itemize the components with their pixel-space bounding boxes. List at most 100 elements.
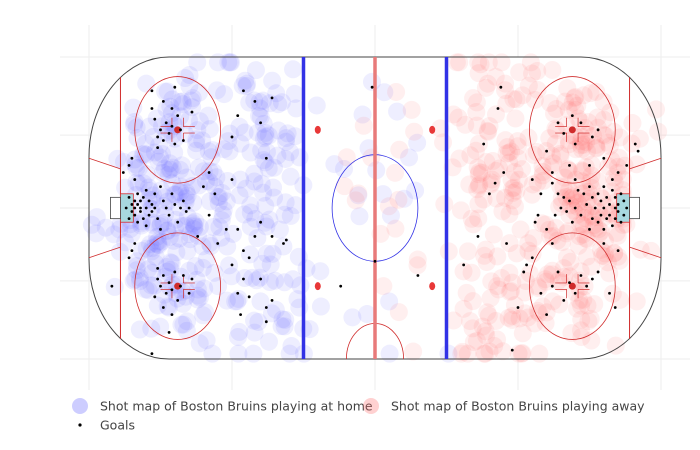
away-shot-point bbox=[500, 234, 519, 253]
home-shot-point bbox=[388, 102, 407, 121]
goal-point bbox=[602, 156, 606, 160]
home-shot-point bbox=[277, 129, 296, 148]
away-shot-point bbox=[605, 244, 624, 263]
away-shot-point bbox=[468, 158, 487, 177]
legend-item-home[interactable]: Shot map of Boston Bruins playing at hom… bbox=[72, 398, 373, 414]
goal-point bbox=[270, 96, 274, 100]
legend-label-away: Shot map of Boston Bruins playing away bbox=[391, 399, 645, 414]
goal-point bbox=[213, 192, 217, 196]
away-shot-point bbox=[603, 284, 622, 303]
home-shot-point bbox=[260, 94, 279, 113]
home-shot-point bbox=[215, 85, 234, 104]
home-shot-point bbox=[126, 155, 145, 174]
goal-point bbox=[373, 259, 377, 263]
home-shot-point bbox=[178, 241, 197, 260]
goal-point bbox=[133, 178, 137, 181]
legend-item-away[interactable]: Shot map of Boston Bruins playing away bbox=[363, 398, 645, 414]
legend[interactable]: Shot map of Boston Bruins playing at hom… bbox=[72, 398, 645, 433]
away-shot-point bbox=[586, 219, 605, 238]
away-shot-point bbox=[538, 265, 557, 284]
away-shot-point bbox=[593, 246, 612, 265]
home-shot-point bbox=[259, 332, 278, 351]
away-shot-point bbox=[555, 267, 574, 286]
away-shot-point bbox=[533, 162, 552, 181]
away-shot-point bbox=[518, 308, 537, 327]
home-shot-point bbox=[287, 99, 306, 118]
goal-point bbox=[264, 306, 268, 309]
away-shot-point bbox=[513, 324, 532, 343]
home-shot-point bbox=[140, 181, 159, 200]
goal-point bbox=[161, 274, 165, 277]
away-shot-point bbox=[497, 144, 516, 163]
away-shot-point bbox=[454, 262, 473, 281]
goal-point bbox=[170, 313, 174, 316]
home-shot-point bbox=[266, 300, 285, 319]
home-shot-point bbox=[263, 244, 282, 263]
goal-point bbox=[190, 110, 194, 114]
home-shot-point bbox=[209, 194, 228, 213]
home-shot-point bbox=[148, 235, 167, 254]
home-shot-point bbox=[189, 176, 208, 195]
home-shot-point bbox=[172, 315, 191, 334]
away-shot-point bbox=[582, 257, 601, 276]
goal-point bbox=[242, 249, 245, 253]
goal-point bbox=[585, 203, 589, 206]
home-shot-point bbox=[408, 133, 427, 152]
away-shot-point bbox=[581, 309, 600, 328]
away-shot-point bbox=[486, 105, 505, 124]
away-shot-point bbox=[467, 102, 486, 121]
home-shot-point bbox=[187, 141, 206, 160]
home-shot-point bbox=[182, 91, 201, 110]
goal-point bbox=[207, 213, 211, 217]
home-shot-point bbox=[129, 158, 148, 177]
home-shot-point bbox=[256, 153, 275, 172]
away-shot-point bbox=[600, 264, 619, 283]
home-shot-point bbox=[172, 156, 191, 175]
home-shot-point bbox=[241, 217, 260, 236]
home-shot-point bbox=[180, 66, 199, 85]
away-shot-point bbox=[608, 157, 627, 176]
home-shot-point bbox=[343, 308, 362, 327]
goal-point bbox=[161, 100, 165, 103]
home-shot-point bbox=[254, 114, 273, 133]
home-shot-point bbox=[166, 210, 185, 229]
away-shot-point bbox=[508, 149, 527, 168]
away-shot-point bbox=[556, 92, 575, 111]
home-shot-point bbox=[218, 237, 237, 256]
goal-point bbox=[545, 313, 548, 316]
legend-item-goals[interactable]: Goals bbox=[78, 418, 135, 433]
away-shot-point bbox=[568, 205, 587, 224]
home-shot-point bbox=[122, 224, 141, 243]
goal-point bbox=[173, 142, 177, 146]
home-shot-point bbox=[268, 146, 287, 165]
trapezoid-line bbox=[629, 157, 662, 170]
away-shot-point bbox=[533, 297, 552, 316]
home-shot-point bbox=[228, 292, 247, 311]
goal-point bbox=[230, 178, 234, 181]
goal-point bbox=[133, 213, 137, 217]
away-shot-point bbox=[512, 160, 531, 179]
away-shot-point bbox=[470, 175, 489, 194]
away-shot-point bbox=[610, 251, 629, 270]
away-shot-point bbox=[473, 317, 492, 336]
goal-point bbox=[139, 206, 142, 210]
away-shot-point bbox=[541, 93, 560, 112]
home-shot-point bbox=[149, 236, 168, 255]
away-shot-point bbox=[579, 312, 598, 331]
home-shot-point bbox=[197, 331, 216, 350]
home-shot-point bbox=[380, 344, 399, 363]
goal-point bbox=[616, 249, 620, 253]
goal-point bbox=[622, 199, 626, 203]
home-shot-point bbox=[222, 267, 241, 286]
goal-point bbox=[133, 199, 137, 203]
goal-point bbox=[599, 213, 603, 217]
away-shot-point bbox=[463, 292, 482, 311]
goal-point bbox=[236, 114, 240, 118]
away-shot-point bbox=[536, 314, 555, 333]
away-shot-point bbox=[537, 272, 556, 291]
goal-point bbox=[247, 256, 251, 260]
goal-point bbox=[570, 220, 574, 224]
away-shot-point bbox=[503, 310, 522, 329]
home-shot-point bbox=[174, 95, 193, 114]
home-shot-point bbox=[183, 214, 202, 233]
